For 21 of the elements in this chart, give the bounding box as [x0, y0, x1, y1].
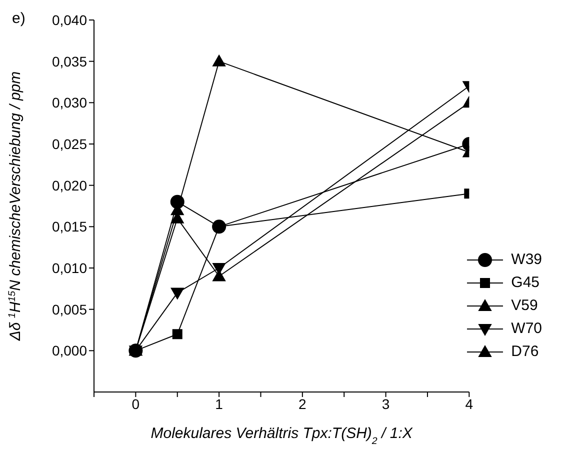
- y-tick-label: 0,025: [52, 136, 88, 152]
- x-tick-label: 3: [382, 396, 390, 412]
- y-tick-label: 0,040: [52, 12, 88, 28]
- y-tick-label: 0,030: [52, 94, 88, 111]
- legend-label: V59: [511, 297, 538, 314]
- y-tick-label: 0,020: [52, 177, 88, 194]
- y-tick-label: 0,035: [52, 53, 88, 70]
- y-tick-label: 0,010: [52, 260, 88, 276]
- legend-label: W70: [511, 320, 542, 337]
- y-tick-label: 0,015: [52, 218, 88, 235]
- y-tick-label: 0,000: [52, 342, 88, 359]
- x-tick-label: 1: [215, 396, 224, 412]
- y-tick-label: 0,005: [52, 301, 88, 318]
- legend-label: W39: [511, 251, 542, 268]
- x-tick-label: 2: [298, 396, 307, 412]
- legend-label: G45: [511, 274, 540, 291]
- text: e): [12, 10, 26, 27]
- x-axis-title: Molekulares Verhältris Tpx:T(SH)$_{2}$ / 1:X: [150, 425, 414, 446]
- legend-label: D76: [511, 343, 539, 360]
- x-tick-label: 4: [465, 396, 474, 412]
- x-tick-label: 0: [132, 396, 140, 412]
